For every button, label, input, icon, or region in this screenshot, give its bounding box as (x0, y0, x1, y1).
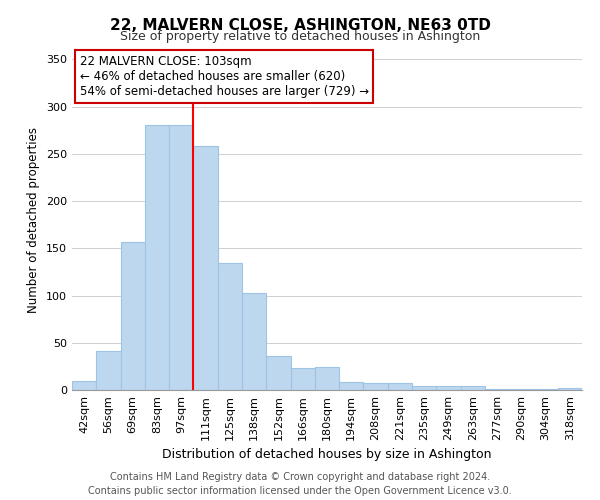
Bar (193, 146, 218, 390)
Bar (364, 384, 388, 390)
Bar (96, 352, 121, 390)
Bar (558, 388, 582, 390)
Bar (218, 264, 242, 390)
Bar (388, 384, 412, 390)
Bar (461, 386, 485, 390)
Text: 22 MALVERN CLOSE: 103sqm
← 46% of detached houses are smaller (620)
54% of semi-: 22 MALVERN CLOSE: 103sqm ← 46% of detach… (80, 55, 369, 98)
Text: Size of property relative to detached houses in Ashington: Size of property relative to detached ho… (120, 30, 480, 43)
Bar (436, 386, 461, 390)
Text: Contains HM Land Registry data © Crown copyright and database right 2024.
Contai: Contains HM Land Registry data © Crown c… (88, 472, 512, 496)
Bar (315, 368, 339, 390)
X-axis label: Distribution of detached houses by size in Ashington: Distribution of detached houses by size … (162, 448, 492, 462)
Bar (290, 368, 315, 390)
Bar (485, 389, 509, 390)
Y-axis label: Number of detached properties: Number of detached properties (28, 127, 40, 313)
Bar (145, 124, 169, 390)
Bar (169, 124, 193, 390)
Bar (266, 356, 290, 390)
Bar (533, 389, 558, 390)
Bar (509, 389, 533, 390)
Bar (72, 380, 96, 390)
Bar (121, 242, 145, 390)
Bar (412, 386, 436, 390)
Text: 22, MALVERN CLOSE, ASHINGTON, NE63 0TD: 22, MALVERN CLOSE, ASHINGTON, NE63 0TD (110, 18, 490, 32)
Bar (242, 292, 266, 390)
Bar (339, 382, 364, 390)
